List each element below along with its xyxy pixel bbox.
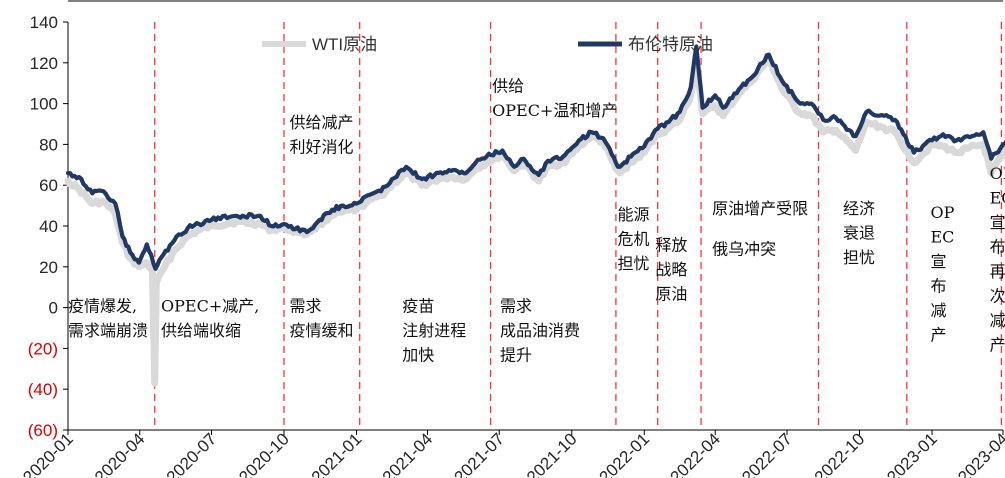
annotation-text: OP [930,203,954,222]
annotation-text: 宣 [990,213,1005,232]
x-tick-label: 2021-10 [523,429,581,478]
annotation-text: 危机 [617,229,649,248]
series-layer [64,44,1005,387]
x-tick-label: 2020-04 [91,429,149,478]
annotation-text: 宣 [930,252,946,271]
x-tick-label: 2021-04 [379,429,437,478]
y-tick-label: 120 [30,54,58,73]
annotation-text: 再 [990,262,1005,281]
annotations-layer: 疫情爆发,需求端崩溃OPEC+减产,供给端收缩需求疫情缓和供给减产利好消化疫苗注… [68,76,1005,364]
x-tick-label: 2021-01 [308,429,366,478]
series-line [64,53,1005,387]
annotation-text: OPEC+减产, [161,297,259,316]
annotation-text: 供给端收缩 [161,321,241,340]
annotation-text: 产 [930,325,946,344]
annotation-text: 减 [990,311,1005,330]
annotation-text: 俄乌冲突 [712,240,776,259]
annotation-text: 布 [990,238,1005,257]
annotation-text: 原油 [655,284,687,303]
x-tick-label: 2022-01 [596,429,654,478]
annotation-text: 减 [930,301,946,320]
event-lines-layer [154,22,1003,430]
y-tick-label: 60 [39,176,58,195]
series-line [65,44,1005,271]
x-tick-label: 2020-10 [235,429,293,478]
annotation-text: 疫苗 [402,297,434,316]
annotation-text: OPEC+温和增产 [492,101,617,120]
x-tick-label: 2022-10 [811,429,869,478]
annotation-text: 战略 [655,260,687,279]
legend-label: 布伦特原油 [628,35,713,54]
y-tick-label: (60) [28,421,58,440]
annotation-text: 提升 [500,346,532,365]
annotation-text: 担忧 [617,254,649,273]
annotation-text: 能源 [617,205,649,224]
annotation-text: 释放 [655,235,687,254]
annotation-text: 需求 [500,297,532,316]
x-tick-label: 2022-07 [738,429,796,478]
annotation-text: 利好消化 [290,138,354,157]
annotation-text: 成品油消费 [500,321,580,340]
x-tick-label: 2023-04 [954,429,1005,478]
legend: WTI原油 布伦特原油 [262,35,713,54]
y-tick-label: 0 [49,299,58,318]
y-tick-label: (40) [28,380,58,399]
y-tick-label: 20 [39,258,58,277]
annotation-text: 需求 [290,297,322,316]
annotation-text: 疫情缓和 [290,321,354,340]
annotation-text: 经济 [843,199,875,218]
annotation-text: OP [990,164,1005,183]
x-tick-label: 2022-04 [667,429,725,478]
annotation-text: 需求端崩溃 [68,321,148,340]
x-tick-label: 2021-07 [451,429,509,478]
y-tick-label: 40 [39,217,58,236]
annotation-text: 原油增产受限 [712,199,808,218]
annotation-text: 疫情爆发, [68,297,137,316]
y-tick-label: 100 [30,95,58,114]
annotation-text: 次 [990,287,1005,306]
x-tick-label: 2020-07 [163,429,221,478]
y-tick-label: 140 [30,13,58,32]
legend-label: WTI原油 [312,35,377,54]
annotation-text: 供给减产 [290,113,354,132]
y-tick-label: (20) [28,339,58,358]
annotation-text: 产 [990,336,1005,355]
y-tick-label: 80 [39,135,58,154]
annotation-text: 布 [930,276,946,295]
annotation-text: EC [930,227,954,246]
annotation-text: 衰退 [843,223,875,242]
annotation-text: 担忧 [843,248,875,267]
annotation-text: 注射进程 [402,321,466,340]
annotation-text: 供给 [492,76,524,95]
x-tick-label: 2023-01 [883,429,941,478]
annotation-text: EC [990,189,1005,208]
annotation-text: 加快 [402,346,434,365]
